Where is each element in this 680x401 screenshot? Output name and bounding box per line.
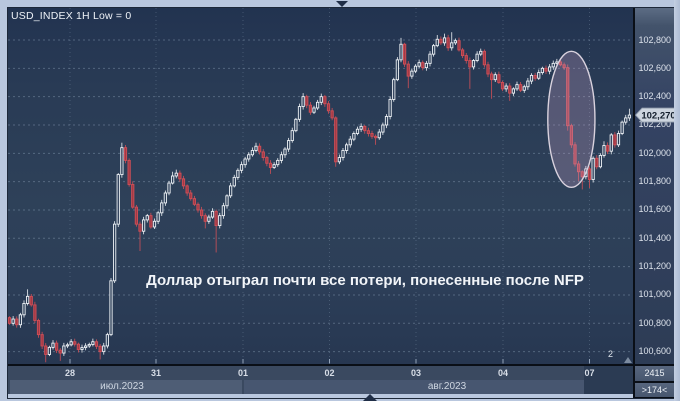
- price-axis-label: 101,800: [638, 176, 671, 187]
- price-axis-label: 100,800: [638, 317, 671, 328]
- price-axis-label: 101,400: [638, 232, 671, 243]
- day-label: 31: [150, 368, 162, 378]
- scroll-marker-down-icon[interactable]: [336, 1, 348, 7]
- price-axis-label: 101,600: [638, 204, 671, 215]
- price-axis[interactable]: 102,800 102,600 102,400 102,200 102,000 101,8…: [635, 8, 675, 364]
- day-label: 28: [64, 368, 76, 378]
- bars-count-cell: 2415: [635, 366, 674, 381]
- price-axis-label: 102,600: [638, 62, 671, 73]
- price-axis-label: 101,000: [638, 289, 671, 300]
- scroll-end-arrow-icon[interactable]: [624, 357, 632, 363]
- day-label: 03: [410, 368, 422, 378]
- plot-bottom-border: [8, 363, 674, 366]
- price-axis-label: 101,200: [638, 261, 671, 272]
- news-caption: Доллар отыграл почти все потери, понесен…: [146, 272, 584, 289]
- time-axis[interactable]: [8, 366, 633, 394]
- price-axis-label: 102,000: [638, 147, 671, 158]
- month-label: июл.2023: [100, 381, 144, 392]
- month-label: авг.2023: [427, 381, 467, 392]
- scroll-marker-up-icon[interactable]: [363, 393, 377, 401]
- scale-cell: >174<: [635, 382, 674, 398]
- cell-divider: [635, 381, 674, 383]
- day-label: 04: [497, 368, 509, 378]
- month-band: [244, 380, 584, 394]
- current-session-patch: [584, 366, 633, 394]
- axis-footer: 2415 >174<: [635, 366, 675, 398]
- price-axis-label: 102,200: [638, 119, 671, 130]
- month-band: [10, 380, 242, 394]
- day-label: 02: [324, 368, 335, 378]
- day-label: 07: [584, 368, 595, 378]
- price-axis-label: 100,600: [638, 346, 671, 357]
- day-label: 01: [237, 368, 249, 378]
- price-axis-label: 102,800: [638, 34, 671, 45]
- symbol-title: USD_INDEX 1H Low = 0: [11, 10, 132, 22]
- candlestick-chart-area[interactable]: [8, 8, 633, 364]
- axis-divider: [633, 8, 635, 398]
- vertical-scrollbar[interactable]: [674, 0, 680, 401]
- price-axis-label: 102,400: [638, 91, 671, 102]
- pane-index-label: 2: [608, 349, 614, 359]
